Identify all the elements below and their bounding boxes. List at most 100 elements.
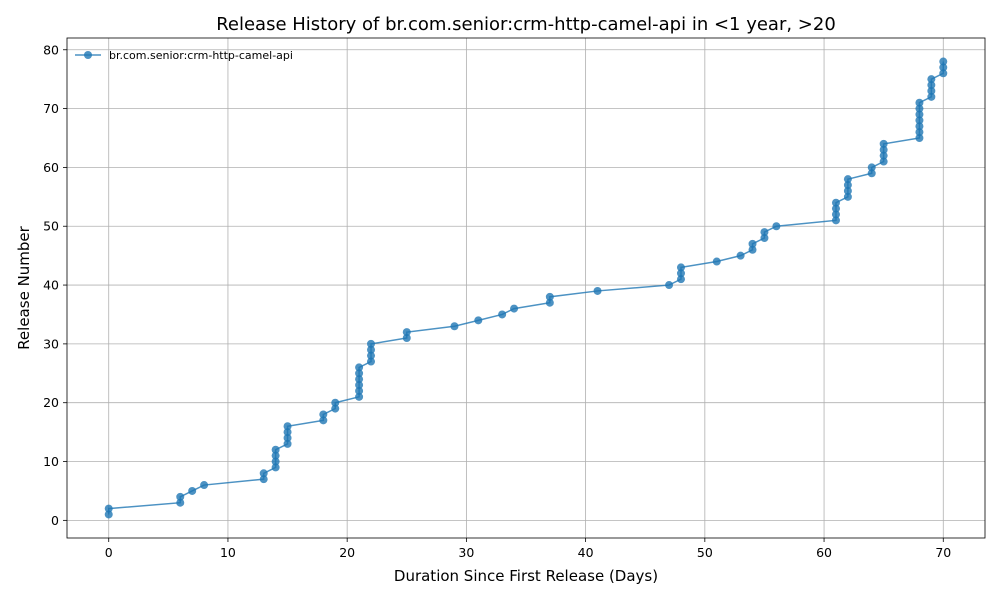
y-tick-label: 80 [43, 42, 59, 57]
data-point [259, 469, 268, 478]
y-tick-label: 10 [43, 454, 59, 469]
x-tick-label: 0 [105, 545, 113, 560]
legend-label: br.com.senior:crm-http-camel-api [109, 49, 293, 62]
data-point [915, 134, 924, 142]
data-point [271, 445, 280, 454]
data-point [450, 322, 459, 331]
y-tick-label: 60 [43, 160, 59, 175]
data-point [748, 239, 757, 248]
data-point [104, 504, 113, 513]
data-point [355, 381, 364, 390]
data-point [843, 186, 852, 195]
data-point [915, 116, 924, 125]
data-point [104, 510, 113, 519]
data-point [927, 92, 936, 101]
data-point [545, 292, 554, 301]
data-point [867, 169, 876, 178]
chart-title: Release History of br.com.senior:crm-htt… [216, 14, 836, 35]
data-point [927, 86, 936, 95]
data-point [927, 75, 936, 84]
data-point [402, 328, 411, 337]
data-point [331, 404, 340, 413]
data-point [271, 457, 280, 466]
data-point [367, 351, 376, 360]
data-point [831, 216, 840, 225]
data-point [772, 222, 781, 231]
data-point [367, 345, 376, 354]
data-point [200, 481, 209, 490]
data-point [927, 81, 936, 90]
data-point [498, 310, 507, 319]
y-tick-label: 50 [43, 219, 59, 234]
data-point [831, 198, 840, 207]
data-point [831, 210, 840, 219]
data-point [355, 375, 364, 384]
data-point [188, 486, 197, 495]
data-point [474, 316, 483, 325]
data-point [939, 63, 948, 72]
data-point [283, 428, 292, 437]
data-point [939, 69, 948, 78]
grid-lines [67, 38, 985, 538]
data-point [939, 57, 948, 66]
y-tick-label: 40 [43, 278, 59, 293]
data-point [402, 334, 411, 342]
data-point [331, 398, 340, 407]
data-point [355, 392, 364, 401]
data-point [283, 439, 292, 448]
data-point [283, 422, 292, 431]
data-point [915, 122, 924, 131]
data-point [176, 492, 185, 501]
legend-marker [84, 51, 92, 59]
data-point [736, 251, 745, 260]
data-point [915, 104, 924, 113]
data-point [319, 410, 328, 419]
data-point [319, 416, 328, 425]
x-tick-label: 40 [578, 545, 594, 560]
data-point [879, 157, 888, 166]
y-tick-label: 0 [51, 513, 59, 528]
data-point [760, 228, 769, 237]
data-point [915, 110, 924, 119]
data-point [676, 269, 685, 278]
data-point [915, 128, 924, 137]
data-point [367, 357, 376, 366]
x-tick-label: 70 [935, 545, 951, 560]
data-point [593, 286, 602, 295]
data-point [843, 192, 852, 201]
x-tick-label: 30 [458, 545, 474, 560]
y-tick-label: 30 [43, 336, 59, 351]
x-tick-label: 10 [220, 545, 236, 560]
data-point [271, 451, 280, 460]
plot-frame [66, 37, 986, 539]
data-point [355, 369, 364, 378]
y-axis-label: Release Number [15, 225, 33, 349]
x-tick-label: 50 [697, 545, 713, 560]
x-tick-label: 60 [816, 545, 832, 560]
data-point [676, 275, 685, 284]
data-point [915, 98, 924, 107]
data-point [510, 304, 519, 313]
data-point [760, 234, 769, 242]
data-point [843, 181, 852, 190]
data-point [748, 245, 757, 254]
data-point [879, 139, 888, 148]
y-tick-label: 70 [43, 101, 59, 116]
data-point [355, 363, 364, 372]
data-point [176, 498, 185, 507]
x-axis-label: Duration Since First Release (Days) [394, 567, 658, 585]
data-point [879, 151, 888, 160]
y-axis-ticks: 0 10 20 30 40 50 60 70 80 [43, 42, 67, 528]
data-point [676, 263, 685, 272]
series-line [107, 61, 945, 515]
legend: br.com.senior:crm-http-camel-api [75, 49, 293, 62]
data-point [665, 281, 674, 290]
data-point [545, 298, 554, 307]
data-point [831, 204, 840, 213]
data-point [367, 339, 376, 348]
data-point [712, 257, 721, 266]
y-tick-label: 20 [43, 395, 59, 410]
data-point [355, 386, 364, 395]
data-point [283, 434, 292, 442]
